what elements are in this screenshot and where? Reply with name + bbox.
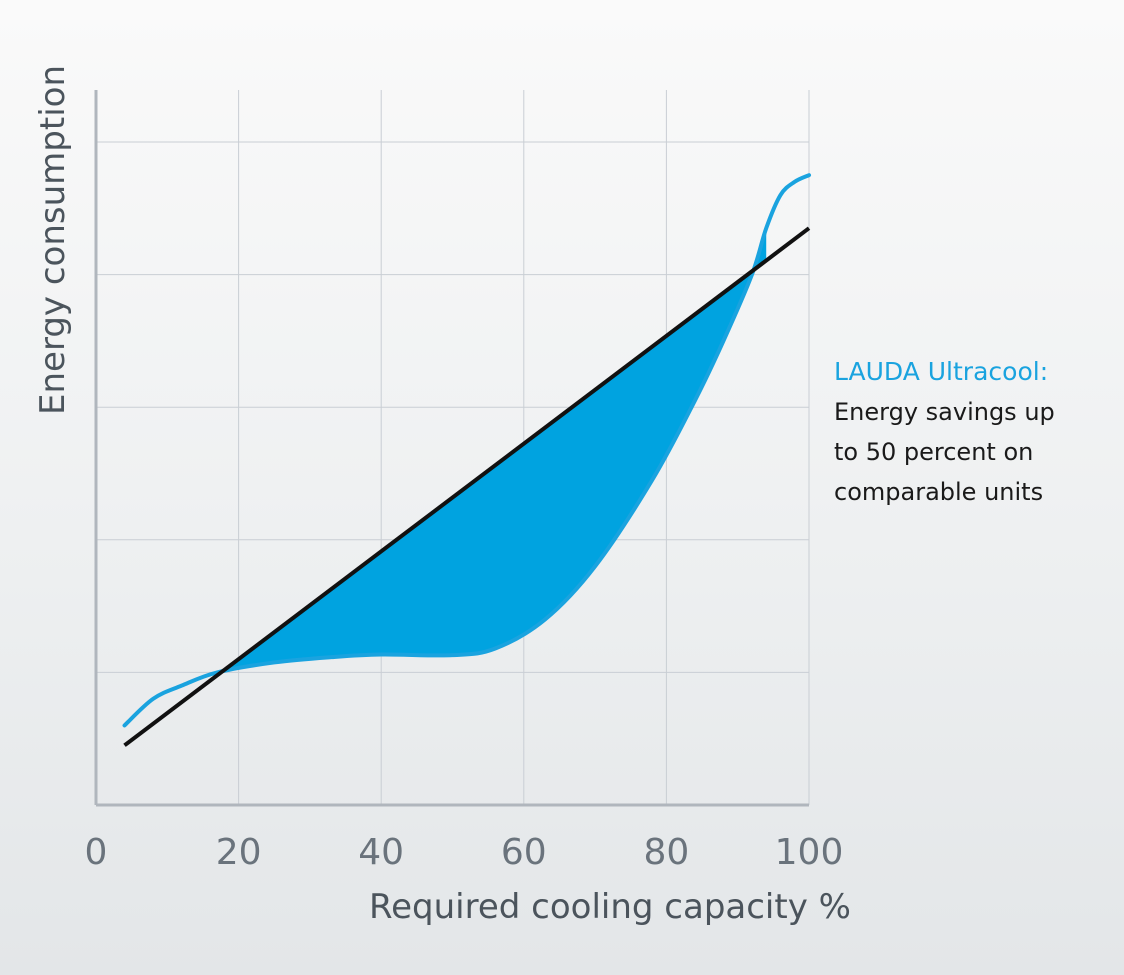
x-tick-labels: 0 20 40 60 80 100 xyxy=(85,832,844,873)
energy-savings-area xyxy=(217,228,767,676)
x-tick-label: 60 xyxy=(501,832,547,873)
callout-description: Energy savings up to 50 percent on compa… xyxy=(834,398,1055,506)
ultracool-callout: LAUDA Ultracool: Energy savings up to 50… xyxy=(834,352,1114,512)
x-tick-label: 100 xyxy=(775,832,844,873)
x-tick-label: 0 xyxy=(85,832,108,873)
chart-grid xyxy=(96,90,810,805)
x-tick-label: 20 xyxy=(216,832,262,873)
conventional-series-line xyxy=(123,226,811,747)
chart-lines xyxy=(122,173,811,747)
callout-brand: LAUDA Ultracool: xyxy=(834,357,1049,386)
chart-axes xyxy=(94,90,809,807)
x-tick-label: 80 xyxy=(643,832,689,873)
x-axis-title: Required cooling capacity % xyxy=(369,887,851,927)
x-tick-label: 40 xyxy=(358,832,404,873)
y-axis-title: Energy consumption xyxy=(33,65,73,415)
